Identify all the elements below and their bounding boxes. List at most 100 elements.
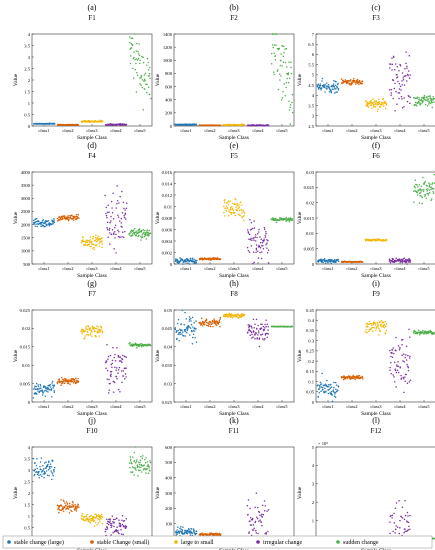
- x-tick-label: class2: [204, 128, 216, 133]
- data-point: [123, 207, 125, 210]
- y-tick-label: 0.02: [306, 200, 315, 205]
- y-tick-label: 0.05: [164, 308, 173, 313]
- data-point: [223, 215, 226, 217]
- data-point: [430, 199, 432, 202]
- data-point: [233, 202, 236, 205]
- data-point: [291, 101, 293, 104]
- x-tick-label: class4: [110, 128, 122, 133]
- data-point: [397, 76, 399, 78]
- data-point: [69, 217, 72, 219]
- data-point: [107, 355, 110, 358]
- data-point: [349, 84, 351, 86]
- data-point: [257, 257, 260, 259]
- data-point: [129, 41, 131, 44]
- data-point: [130, 231, 132, 233]
- data-point: [243, 124, 246, 126]
- data-point: [416, 184, 418, 186]
- data-point: [407, 74, 409, 77]
- y-axis-label: Value: [297, 73, 303, 86]
- data-point: [140, 463, 143, 466]
- data-point: [51, 473, 54, 475]
- data-point: [119, 236, 121, 238]
- data-point: [142, 61, 145, 64]
- data-point: [330, 262, 332, 265]
- data-point: [358, 83, 360, 86]
- data-point: [229, 211, 232, 214]
- data-point: [95, 517, 97, 519]
- data-point: [333, 85, 335, 88]
- data-point: [240, 316, 242, 319]
- data-point: [432, 192, 435, 194]
- legend-marker: [256, 540, 260, 544]
- data-point: [90, 520, 92, 522]
- data-point: [333, 391, 335, 393]
- data-point: [101, 522, 104, 525]
- data-point: [369, 104, 372, 106]
- data-point: [33, 387, 36, 389]
- data-point: [190, 323, 193, 326]
- data-point: [139, 77, 141, 79]
- data-point: [104, 530, 107, 533]
- y-tick-label: 0: [170, 124, 173, 129]
- data-point: [288, 221, 291, 223]
- data-point: [407, 369, 410, 372]
- data-point: [246, 246, 249, 249]
- data-point: [390, 355, 392, 358]
- data-point: [141, 79, 144, 81]
- data-point: [70, 509, 72, 512]
- data-point: [236, 204, 239, 207]
- data-point: [409, 102, 411, 105]
- data-point: [403, 105, 405, 108]
- y-tick-label: 1500: [21, 236, 31, 241]
- data-point: [61, 382, 64, 384]
- data-point: [125, 367, 127, 369]
- data-point: [94, 244, 96, 246]
- data-point: [123, 519, 126, 522]
- data-point: [332, 84, 334, 87]
- data-point: [199, 322, 202, 324]
- data-point: [225, 205, 228, 207]
- data-point: [429, 95, 431, 98]
- data-point: [131, 234, 134, 237]
- data-point: [414, 186, 416, 189]
- data-point: [403, 84, 406, 86]
- data-point: [405, 62, 407, 65]
- data-point: [249, 520, 251, 522]
- data-point: [390, 361, 392, 364]
- data-point: [288, 77, 291, 80]
- data-point: [377, 334, 380, 336]
- data-point: [146, 64, 148, 66]
- x-axis-label: Sample Class: [361, 273, 391, 279]
- data-point: [44, 221, 47, 224]
- data-point: [182, 526, 184, 528]
- data-point: [39, 461, 42, 463]
- data-point: [63, 500, 65, 503]
- data-point: [431, 182, 434, 184]
- y-tick-label: 0: [170, 262, 173, 267]
- data-point: [95, 240, 98, 243]
- data-point: [121, 381, 123, 384]
- data-point: [89, 236, 92, 238]
- data-point: [212, 256, 214, 259]
- data-point: [65, 505, 67, 507]
- data-point: [148, 465, 150, 468]
- data-point: [202, 320, 204, 323]
- data-point: [83, 515, 86, 518]
- data-point: [146, 231, 148, 234]
- data-point: [118, 202, 120, 204]
- data-point: [250, 331, 253, 334]
- data-point: [390, 514, 392, 517]
- data-point: [74, 509, 76, 511]
- data-point: [326, 379, 328, 382]
- data-point: [205, 321, 208, 324]
- data-point: [398, 97, 400, 100]
- data-point: [41, 221, 44, 224]
- data-point: [94, 239, 97, 242]
- data-point: [118, 366, 121, 369]
- data-point: [358, 79, 361, 82]
- data-point: [178, 340, 180, 342]
- data-point: [229, 316, 232, 319]
- data-point: [420, 98, 422, 101]
- data-point: [375, 327, 377, 330]
- data-point: [254, 240, 257, 242]
